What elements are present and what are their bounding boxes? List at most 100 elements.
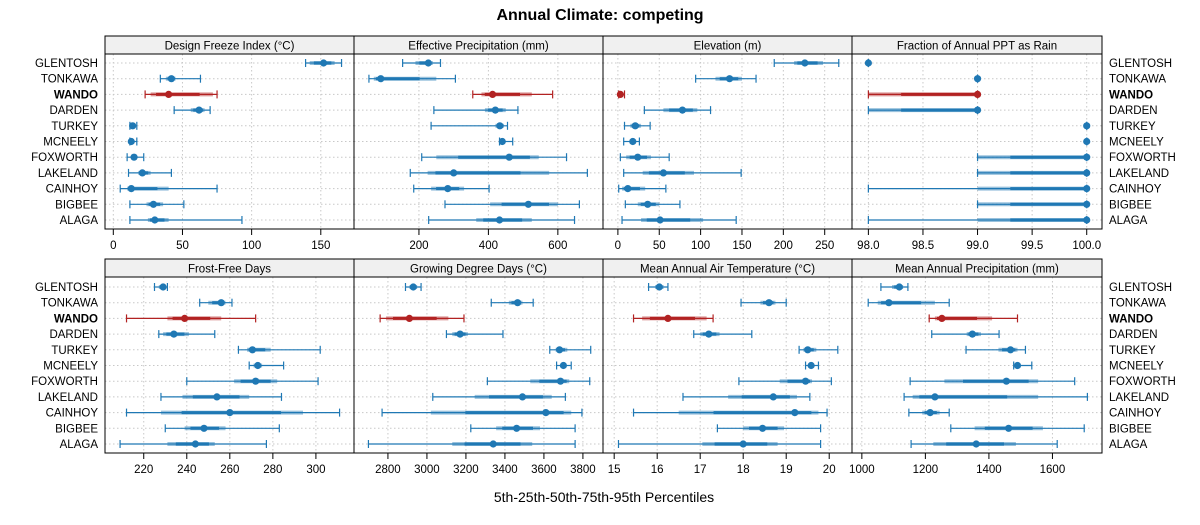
y-tick-label: TONKAWA <box>41 74 98 86</box>
data-interval <box>173 106 211 115</box>
data-interval <box>129 121 138 130</box>
x-tick-label: 220 <box>134 464 153 476</box>
y-tick-label: TONKAWA <box>1109 298 1166 310</box>
data-interval <box>237 345 321 354</box>
median-point <box>254 361 262 370</box>
median-point <box>456 330 464 338</box>
y-axis-labels-right: GLENTOSH TONKAWA WANDO DARDEN TURKEY MCNEELY F… <box>1109 58 1176 451</box>
y-tick-label: TURKEY <box>51 121 98 133</box>
data-interval <box>682 392 811 401</box>
x-tick-label: 400 <box>479 240 498 252</box>
data-interval <box>129 216 243 224</box>
median-point <box>252 377 260 385</box>
median-point <box>938 314 946 322</box>
median-point <box>931 393 939 401</box>
panel-title: Effective Precipitation (mm) <box>408 41 549 53</box>
x-tick-label: 260 <box>220 464 239 476</box>
x-tick-label: 2800 <box>375 464 401 476</box>
median-point <box>804 346 812 354</box>
median-point <box>1005 424 1013 432</box>
data-interval <box>430 121 509 130</box>
data-interval <box>976 200 1091 209</box>
data-interval <box>864 59 872 67</box>
median-point <box>973 75 982 83</box>
data-interval <box>498 137 514 146</box>
y-tick-label: BIGBEE <box>55 199 98 211</box>
median-point <box>559 361 568 370</box>
panel-frame <box>851 276 1103 454</box>
median-point <box>1083 122 1091 130</box>
median-point <box>968 330 976 338</box>
data-interval <box>647 283 669 291</box>
panel: Fraction of Annual PPT as Rain 98.0 98.5 99… <box>851 35 1103 252</box>
panel-title: Elevation (m) <box>694 41 762 53</box>
data-interval <box>186 377 319 386</box>
data-interval <box>965 345 1027 354</box>
data-interval <box>1083 137 1091 146</box>
data-interval <box>119 440 268 448</box>
x-tick-label: 18 <box>737 464 750 476</box>
data-interval <box>867 216 1091 224</box>
median-point <box>801 377 810 385</box>
x-tick-label: 50 <box>653 240 666 252</box>
median-point <box>491 106 499 114</box>
median-point <box>634 153 642 161</box>
data-interval <box>867 90 982 99</box>
y-tick-label: GLENTOSH <box>35 282 98 294</box>
median-point <box>705 330 713 338</box>
x-tick-label: 1200 <box>913 464 939 476</box>
y-tick-label: WANDO <box>1109 313 1153 325</box>
data-interval <box>127 137 138 146</box>
data-interval <box>619 153 670 162</box>
median-point <box>377 75 385 83</box>
y-tick-label: ALAGA <box>60 439 99 451</box>
panel: Growing Degree Days (°C) 2800 3000 3200 3400… <box>353 258 604 476</box>
y-tick-label: GLENTOSH <box>1109 58 1172 70</box>
y-tick-label: ALAGA <box>60 215 99 227</box>
panel: Mean Annual Precipitation (mm) 1000 1200 14… <box>849 258 1103 476</box>
median-point <box>518 393 527 401</box>
data-interval <box>381 408 583 417</box>
x-tick-label: 1600 <box>1040 464 1066 476</box>
median-point <box>895 283 903 291</box>
data-interval <box>445 330 504 339</box>
median-point <box>127 137 135 146</box>
median-point <box>624 185 632 193</box>
median-point <box>1083 169 1091 177</box>
median-point <box>1083 153 1091 161</box>
median-point <box>555 346 564 354</box>
x-tick-label: 1000 <box>849 464 875 476</box>
median-point <box>769 393 777 401</box>
panel-frame <box>851 53 1103 230</box>
data-interval <box>740 298 787 307</box>
data-interval <box>158 330 216 339</box>
y-tick-label: LAKELAND <box>1109 392 1169 404</box>
median-point <box>885 299 893 307</box>
data-interval <box>798 345 839 354</box>
median-point <box>444 185 452 193</box>
data-interval <box>623 137 640 146</box>
data-interval <box>368 74 457 83</box>
y-tick-label: TURKEY <box>1109 345 1156 357</box>
median-point <box>405 314 413 322</box>
median-point <box>319 59 328 67</box>
data-interval <box>773 59 840 67</box>
y-tick-label: GLENTOSH <box>35 58 98 70</box>
median-point <box>1083 200 1091 208</box>
median-point <box>191 440 199 448</box>
data-interval <box>632 408 828 417</box>
panel: Elevation (m) 0 50 100 150 200 250 <box>602 35 853 252</box>
data-interval <box>129 200 185 209</box>
median-point <box>167 75 175 83</box>
median-point <box>170 330 178 338</box>
median-point <box>513 424 521 432</box>
median-point <box>664 314 672 322</box>
y-tick-label: DARDEN <box>1109 329 1158 341</box>
median-point <box>659 169 667 177</box>
y-tick-label: ALAGA <box>1109 215 1148 227</box>
data-interval <box>413 184 490 193</box>
median-point <box>181 314 189 322</box>
y-tick-label: LAKELAND <box>38 392 98 404</box>
median-point <box>505 153 513 161</box>
data-interval <box>910 440 1058 448</box>
